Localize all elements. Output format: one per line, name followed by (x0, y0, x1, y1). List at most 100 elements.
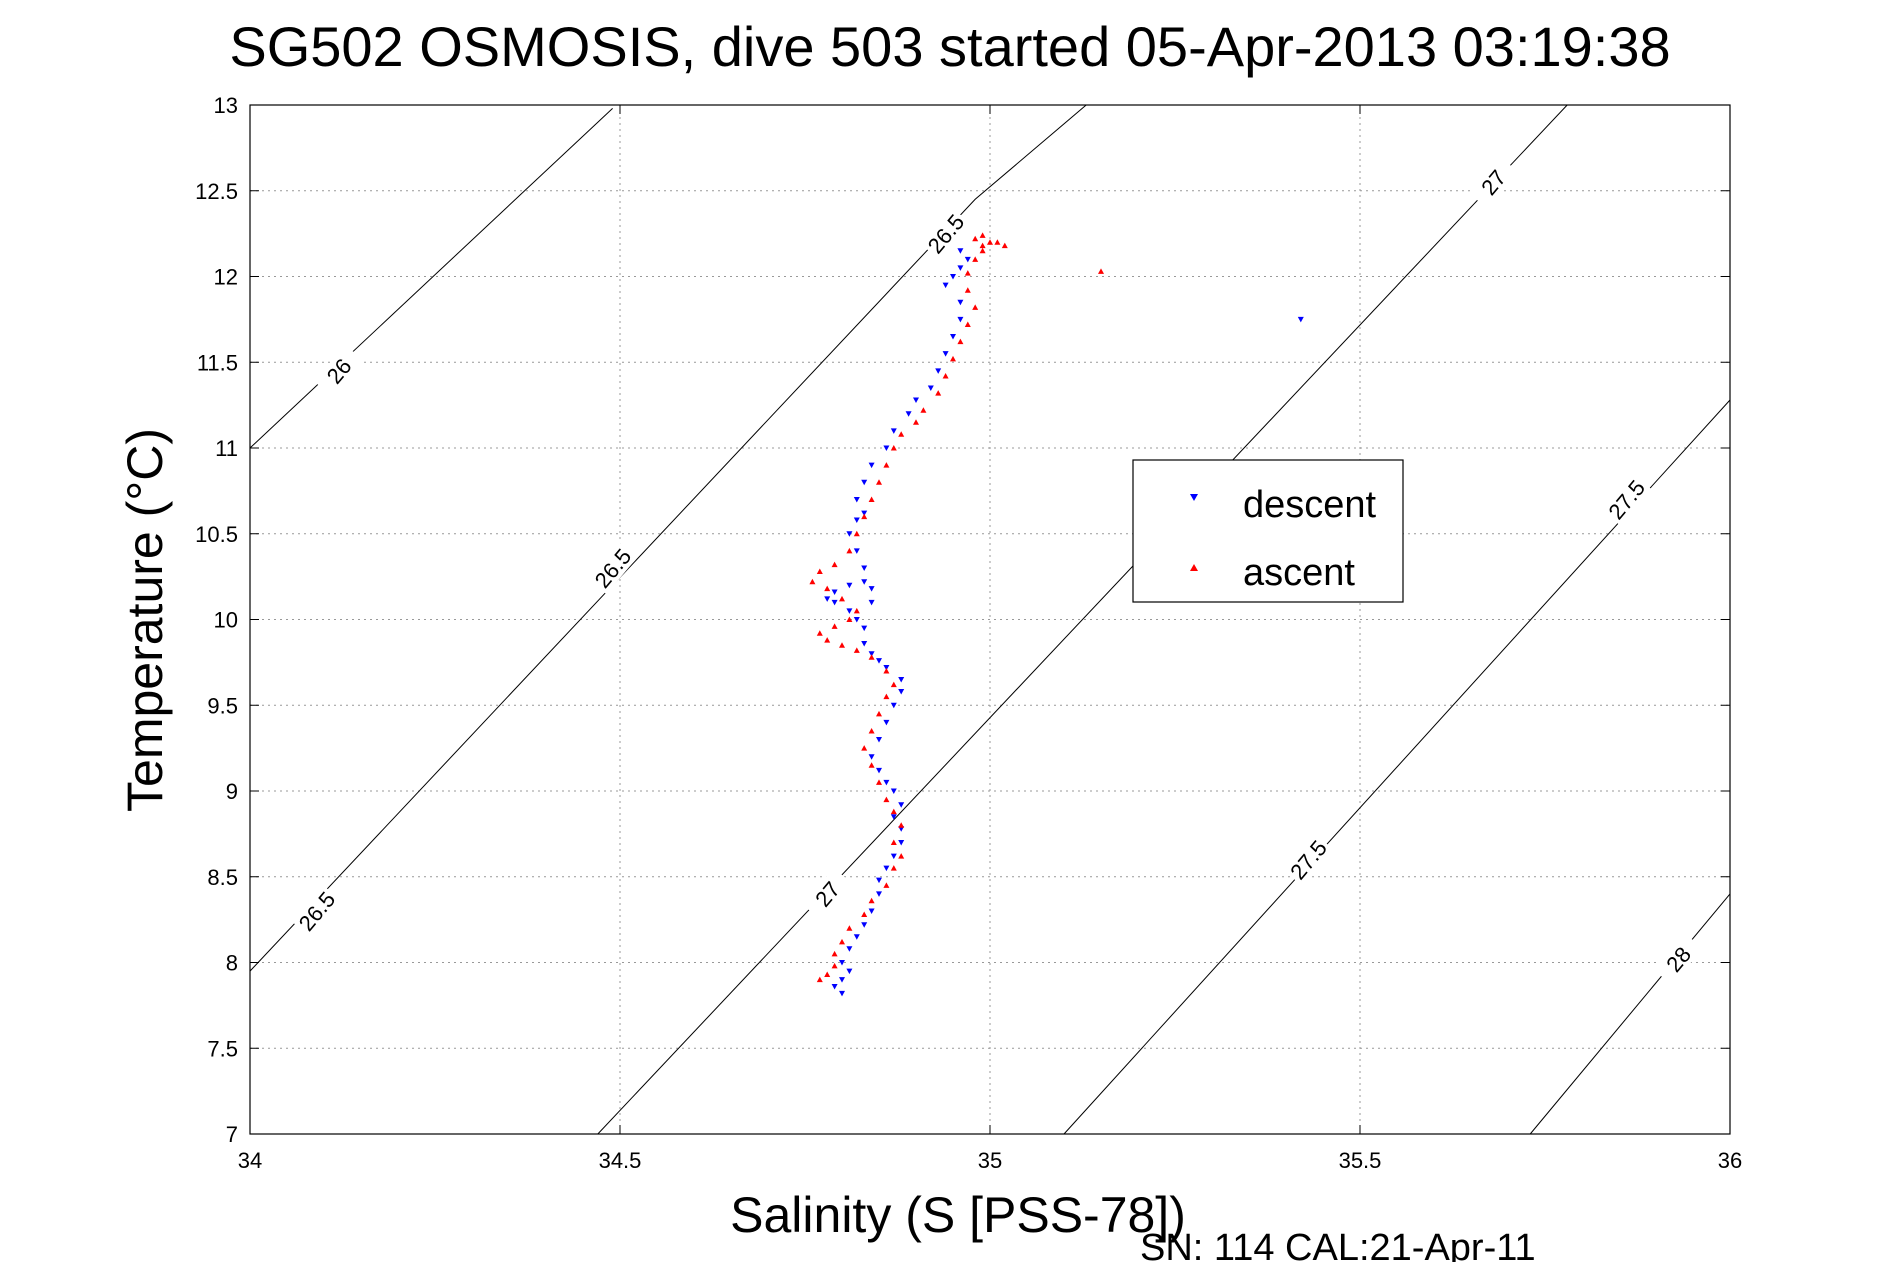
y-tick-label: 11.5 (197, 350, 238, 375)
ascent-point (883, 462, 890, 468)
isopycnal-line (249, 108, 613, 449)
contour-label-bg (1468, 156, 1518, 209)
contour-label-bg (1283, 833, 1333, 886)
ascent-point (816, 568, 823, 574)
ascent-point (898, 853, 905, 859)
x-axis-label: Salinity (S [PSS-78]) (730, 1187, 1186, 1243)
ascent-point (972, 235, 979, 242)
descent-point (853, 517, 860, 524)
y-tick-label: 11 (215, 436, 238, 461)
descent-point (883, 665, 890, 671)
ascent-point (890, 839, 897, 845)
descent-point (898, 677, 905, 683)
contour-label-bg (802, 867, 852, 920)
ascent-point (890, 808, 897, 815)
ascent-point (831, 561, 838, 568)
ascent-point (868, 897, 875, 904)
y-tick-label: 8 (226, 951, 238, 976)
descent-point (846, 968, 853, 975)
descent-point (890, 814, 897, 820)
descent-point (883, 865, 890, 872)
descent-point (942, 282, 949, 289)
ascent-point (824, 971, 831, 978)
ascent-point (861, 911, 868, 917)
descent-point (964, 256, 971, 263)
legend-ascent-label: ascent (1243, 552, 1355, 594)
ascent-point (824, 637, 831, 643)
ascent-point (1001, 242, 1008, 249)
descent-point (846, 608, 853, 614)
ascent-point (987, 239, 993, 245)
ascent-point (890, 865, 897, 871)
ascent-point (846, 925, 853, 931)
descent-point (853, 548, 860, 554)
y-axis-ticks: 7 7.5 8 8.5 9 9.5 10 10.5 11 11.5 12 12.5 13 (195, 93, 1730, 1147)
descent-point (876, 658, 882, 664)
ascent-point (964, 321, 971, 328)
ascent-point (964, 287, 971, 293)
descent-point (824, 596, 831, 602)
ascent-point (876, 779, 882, 785)
descent-point (898, 802, 905, 808)
ascent-point (994, 239, 1001, 245)
descent-point (853, 617, 860, 623)
isopycnal-line (249, 104, 1087, 972)
descent-point (942, 351, 949, 357)
ascent-point (831, 623, 838, 629)
ascent-point (824, 585, 831, 592)
ascent-point (831, 950, 838, 957)
legend-box (1132, 459, 1404, 603)
ascent-point (883, 882, 890, 888)
descent-point (957, 299, 964, 306)
ascent-point (868, 496, 875, 502)
descent-point (935, 368, 942, 374)
ascent-point (883, 667, 890, 674)
ascent-point (868, 727, 875, 734)
ascent-point (861, 513, 868, 520)
y-axis-label: Temperature (°C) (117, 428, 173, 812)
ascent-point (964, 270, 971, 276)
contour-label-bg (920, 207, 971, 260)
ascent-point (979, 242, 986, 249)
data-points (809, 232, 1304, 997)
ascent-point (883, 693, 890, 700)
chart-title: SG502 OSMOSIS, dive 503 started 05-Apr-2… (229, 15, 1670, 78)
ascent-point (979, 247, 986, 254)
ascent-point (950, 355, 956, 362)
y-tick-label: 9 (226, 779, 238, 804)
contour-label-bg (1601, 473, 1652, 526)
descent-point (861, 579, 868, 585)
ascent-point (853, 530, 860, 537)
descent-point (890, 788, 897, 794)
ascent-point (816, 630, 823, 636)
ascent-point (890, 681, 897, 688)
legend-descent-marker (1190, 494, 1198, 501)
descent-point (890, 853, 897, 860)
ascent-point (846, 547, 853, 554)
descent-point (876, 767, 882, 774)
descent-point (861, 922, 868, 928)
descent-point (831, 599, 838, 606)
descent-point (876, 891, 882, 897)
y-tick-label: 12 (214, 265, 238, 290)
descent-point (868, 651, 875, 657)
ascent-point (876, 479, 882, 485)
ascent-point (876, 710, 882, 717)
descent-point (839, 977, 845, 983)
y-tick-label: 8.5 (207, 865, 238, 890)
x-tick-label: 36 (1718, 1148, 1742, 1173)
descent-point (846, 582, 853, 589)
descent-point (883, 719, 890, 726)
descent-point (846, 946, 853, 952)
y-tick-label: 10.5 (195, 522, 238, 547)
contour-label-bg (1653, 932, 1703, 986)
x-tick-label: 35.5 (1339, 1148, 1382, 1173)
descent-point (950, 334, 956, 340)
descent-point (957, 316, 964, 323)
descent-point (831, 589, 838, 596)
ascent-point (898, 431, 905, 437)
legend: descent ascent (1132, 459, 1404, 603)
x-tick-label: 34 (238, 1148, 262, 1173)
x-axis-ticks: 34 34.5 35 35.5 36 (238, 105, 1742, 1173)
